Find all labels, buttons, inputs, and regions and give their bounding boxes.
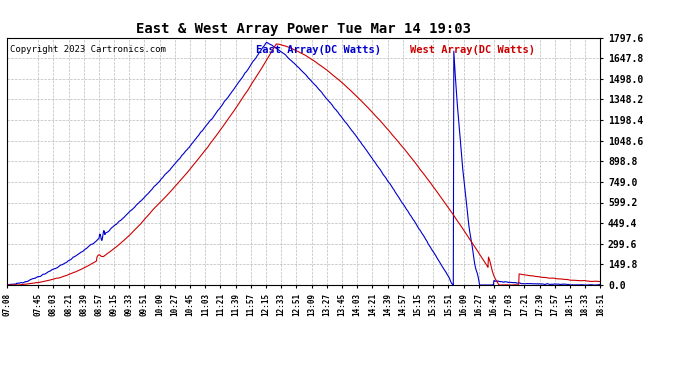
Title: East & West Array Power Tue Mar 14 19:03: East & West Array Power Tue Mar 14 19:03 <box>136 22 471 36</box>
Text: Copyright 2023 Cartronics.com: Copyright 2023 Cartronics.com <box>10 45 166 54</box>
Text: West Array(DC Watts): West Array(DC Watts) <box>411 45 535 55</box>
Text: East Array(DC Watts): East Array(DC Watts) <box>256 45 381 55</box>
